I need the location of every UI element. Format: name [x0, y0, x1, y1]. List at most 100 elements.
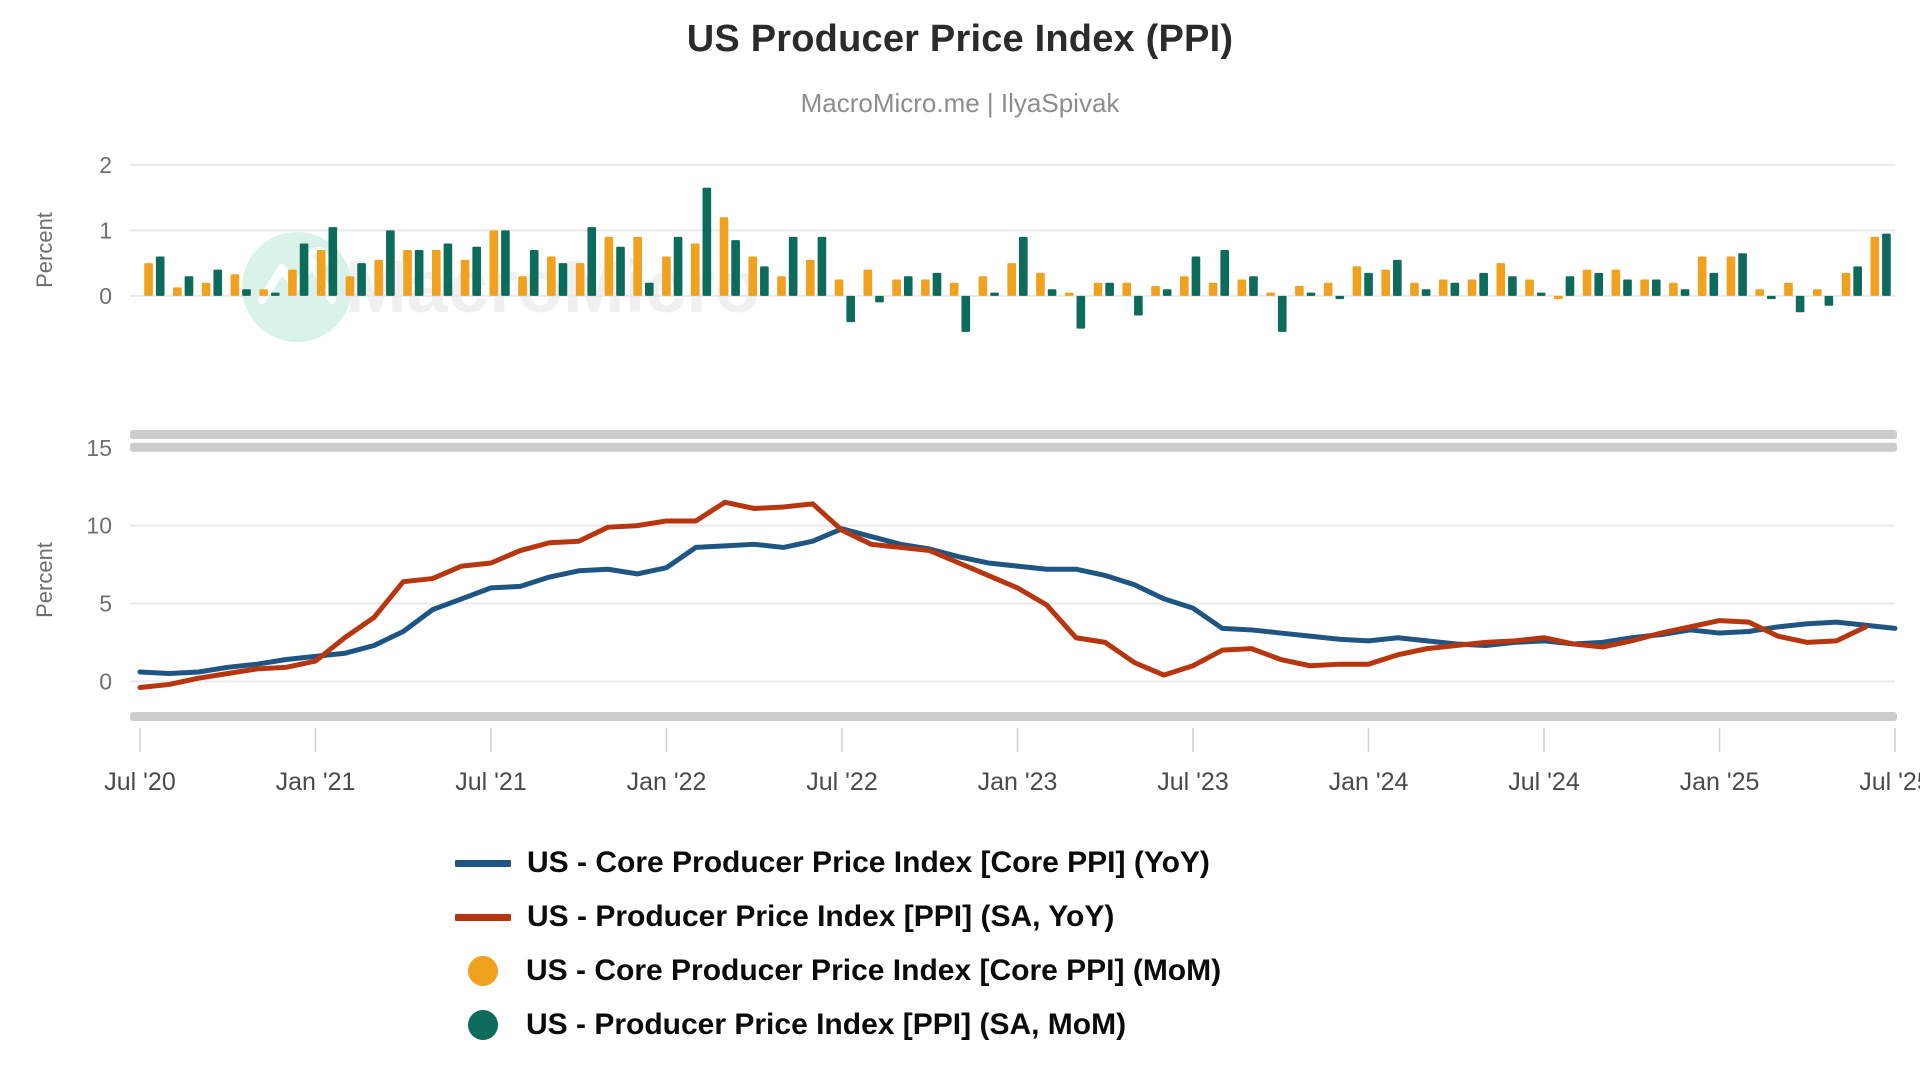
bar-core-ppi-mom[interactable] — [748, 256, 758, 296]
bar-ppi-sa-mom[interactable] — [299, 243, 309, 296]
bar-ppi-sa-mom[interactable] — [903, 276, 913, 296]
bar-ppi-sa-mom[interactable] — [1220, 250, 1230, 296]
bar-core-ppi-mom[interactable] — [460, 259, 470, 296]
bar-ppi-sa-mom[interactable] — [472, 246, 481, 296]
bar-core-ppi-mom[interactable] — [230, 274, 240, 296]
bar-core-ppi-mom[interactable] — [805, 259, 815, 296]
bar-ppi-sa-mom[interactable] — [616, 246, 625, 296]
bar-ppi-sa-mom[interactable] — [1651, 279, 1661, 296]
bar-core-ppi-mom[interactable] — [1554, 295, 1563, 300]
bar-ppi-sa-mom[interactable] — [328, 227, 338, 296]
bar-core-ppi-mom[interactable] — [1179, 276, 1189, 296]
bar-core-ppi-mom[interactable] — [1841, 272, 1851, 296]
bar-core-ppi-mom[interactable] — [777, 276, 786, 296]
bar-core-ppi-mom[interactable] — [489, 230, 499, 296]
bar-core-ppi-mom[interactable] — [892, 279, 901, 296]
bar-ppi-sa-mom[interactable] — [1709, 272, 1719, 296]
legend-item[interactable]: US - Producer Price Index [PPI] (SA, MoM… — [0, 998, 1920, 1052]
bar-ppi-sa-mom[interactable] — [270, 292, 280, 296]
bar-core-ppi-mom[interactable] — [1208, 282, 1218, 296]
bar-core-ppi-mom[interactable] — [1093, 282, 1103, 296]
bar-core-ppi-mom[interactable] — [1611, 269, 1621, 296]
bar-ppi-sa-mom[interactable] — [644, 282, 654, 296]
bar-core-ppi-mom[interactable] — [345, 276, 355, 296]
bar-core-ppi-mom[interactable] — [1237, 279, 1247, 296]
bar-core-ppi-mom[interactable] — [403, 250, 412, 296]
bar-core-ppi-mom[interactable] — [1151, 286, 1160, 296]
bar-core-ppi-mom[interactable] — [921, 279, 930, 296]
bar-core-ppi-mom[interactable] — [1870, 236, 1880, 296]
bar-ppi-sa-mom[interactable] — [673, 236, 683, 296]
bar-ppi-sa-mom[interactable] — [213, 269, 223, 296]
bar-core-ppi-mom[interactable] — [1438, 279, 1448, 296]
bar-ppi-sa-mom[interactable] — [990, 292, 999, 296]
bar-ppi-sa-mom[interactable] — [1450, 282, 1460, 296]
bar-core-ppi-mom[interactable] — [1496, 263, 1506, 296]
bar-ppi-sa-mom[interactable] — [155, 256, 165, 296]
bar-ppi-sa-mom[interactable] — [817, 236, 827, 296]
bar-core-ppi-mom[interactable] — [431, 250, 441, 296]
bar-ppi-sa-mom[interactable] — [1162, 289, 1172, 296]
bar-core-ppi-mom[interactable] — [1525, 279, 1534, 296]
bar-core-ppi-mom[interactable] — [288, 269, 297, 296]
bar-ppi-sa-mom[interactable] — [702, 187, 712, 296]
bar-core-ppi-mom[interactable] — [201, 282, 211, 296]
bar-ppi-sa-mom[interactable] — [501, 230, 510, 296]
bar-core-ppi-mom[interactable] — [1726, 256, 1736, 296]
bar-ppi-sa-mom[interactable] — [1393, 259, 1402, 296]
bar-core-ppi-mom[interactable] — [1266, 292, 1275, 296]
bar-ppi-sa-mom[interactable] — [1105, 282, 1114, 296]
bar-ppi-sa-mom[interactable] — [1134, 295, 1143, 316]
bar-core-ppi-mom[interactable] — [1669, 282, 1678, 296]
bar-core-ppi-mom[interactable] — [547, 256, 556, 296]
bar-ppi-sa-mom[interactable] — [529, 250, 539, 296]
bar-core-ppi-mom[interactable] — [1755, 289, 1765, 296]
bar-ppi-sa-mom[interactable] — [386, 230, 395, 296]
bar-ppi-sa-mom[interactable] — [1335, 295, 1345, 300]
bar-core-ppi-mom[interactable] — [575, 263, 585, 296]
bar-ppi-sa-mom[interactable] — [1019, 236, 1028, 296]
bar-ppi-sa-mom[interactable] — [1738, 253, 1747, 296]
bar-ppi-sa-mom[interactable] — [1421, 289, 1431, 296]
bar-core-ppi-mom[interactable] — [949, 282, 959, 296]
legend-item[interactable]: US - Core Producer Price Index [Core PPI… — [0, 944, 1920, 998]
bar-ppi-sa-mom[interactable] — [961, 295, 971, 332]
bar-core-ppi-mom[interactable] — [1812, 289, 1822, 296]
bar-core-ppi-mom[interactable] — [1410, 282, 1419, 296]
bar-core-ppi-mom[interactable] — [662, 256, 671, 296]
bar-ppi-sa-mom[interactable] — [357, 263, 366, 296]
bar-ppi-sa-mom[interactable] — [788, 236, 798, 296]
bar-core-ppi-mom[interactable] — [863, 269, 873, 296]
bar-ppi-sa-mom[interactable] — [846, 295, 856, 323]
line-ppi-sa-yoy[interactable] — [137, 499, 1869, 691]
bar-core-ppi-mom[interactable] — [978, 276, 988, 296]
bar-ppi-sa-mom[interactable] — [1249, 276, 1258, 296]
bar-ppi-sa-mom[interactable] — [1882, 233, 1891, 296]
bar-ppi-sa-mom[interactable] — [932, 272, 942, 296]
bar-core-ppi-mom[interactable] — [144, 263, 153, 296]
bar-ppi-sa-mom[interactable] — [1767, 295, 1776, 300]
bar-core-ppi-mom[interactable] — [690, 243, 700, 296]
bar-ppi-sa-mom[interactable] — [1191, 256, 1201, 296]
bar-ppi-sa-mom[interactable] — [558, 263, 568, 296]
bar-ppi-sa-mom[interactable] — [760, 266, 769, 296]
bar-core-ppi-mom[interactable] — [604, 236, 614, 296]
bar-core-ppi-mom[interactable] — [633, 236, 642, 296]
bar-ppi-sa-mom[interactable] — [414, 250, 424, 296]
bar-core-ppi-mom[interactable] — [1352, 266, 1362, 296]
bar-core-ppi-mom[interactable] — [1295, 286, 1304, 296]
bar-core-ppi-mom[interactable] — [1640, 279, 1649, 296]
bar-core-ppi-mom[interactable] — [259, 289, 268, 296]
legend-item[interactable]: US - Core Producer Price Index [Core PPI… — [0, 836, 1920, 890]
bar-ppi-sa-mom[interactable] — [1047, 289, 1057, 296]
bar-ppi-sa-mom[interactable] — [875, 295, 884, 303]
legend-item[interactable]: US - Producer Price Index [PPI] (SA, YoY… — [0, 890, 1920, 944]
bar-core-ppi-mom[interactable] — [1381, 269, 1391, 296]
bar-ppi-sa-mom[interactable] — [443, 243, 453, 296]
bar-core-ppi-mom[interactable] — [1582, 269, 1592, 296]
bar-ppi-sa-mom[interactable] — [1364, 272, 1373, 296]
x-axis-scrollbar[interactable] — [130, 712, 1897, 721]
bar-core-ppi-mom[interactable] — [719, 217, 729, 296]
bar-ppi-sa-mom[interactable] — [1623, 279, 1632, 296]
bar-ppi-sa-mom[interactable] — [1565, 276, 1575, 296]
